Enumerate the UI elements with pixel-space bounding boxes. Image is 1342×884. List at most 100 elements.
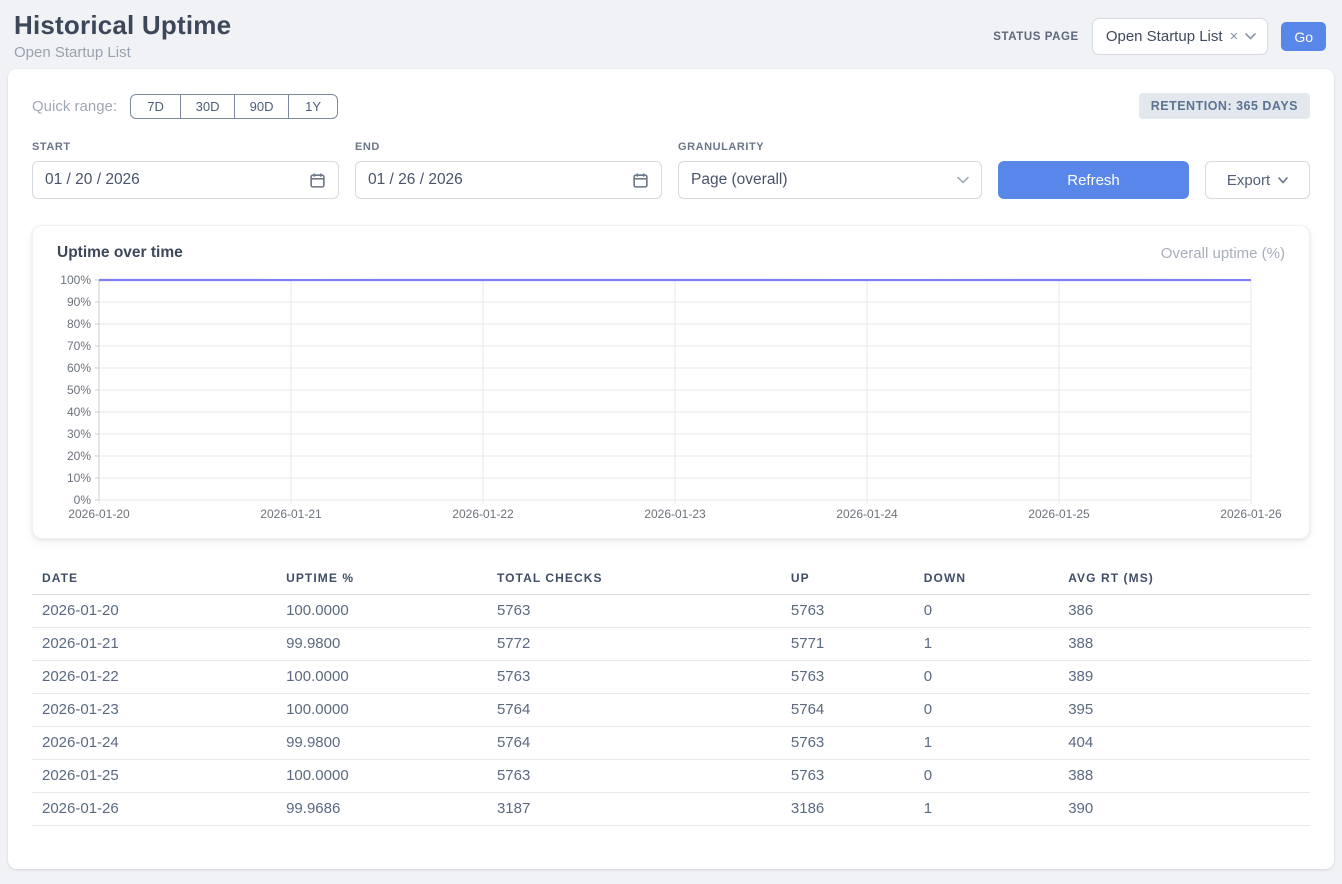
page-subtitle: Open Startup List [14, 44, 231, 61]
refresh-button[interactable]: Refresh [998, 161, 1189, 199]
table-cell: 100.0000 [276, 760, 487, 793]
table-cell: 100.0000 [276, 694, 487, 727]
chart-title: Uptime over time [57, 244, 183, 262]
table-header-row: DATEUPTIME %TOTAL CHECKSUPDOWNAVG RT (MS… [32, 563, 1310, 595]
table-cell: 5763 [781, 595, 914, 628]
table-cell: 0 [914, 661, 1058, 694]
column-header: TOTAL CHECKS [487, 563, 781, 595]
table-cell: 389 [1058, 661, 1310, 694]
quick-range-1y[interactable]: 1Y [288, 94, 338, 119]
column-header: UP [781, 563, 914, 595]
main-panel: Quick range: 7D30D90D1Y RETENTION: 365 D… [8, 69, 1334, 869]
calendar-icon[interactable] [309, 172, 326, 189]
column-header: DATE [32, 563, 276, 595]
uptime-table-head: DATEUPTIME %TOTAL CHECKSUPDOWNAVG RT (MS… [32, 563, 1310, 595]
start-date-label: START [32, 141, 339, 153]
quick-range-7d[interactable]: 7D [130, 94, 181, 119]
table-row: 2026-01-2499.9800576457631404 [32, 727, 1310, 760]
status-page-select[interactable]: Open Startup List × [1092, 18, 1269, 55]
granularity-field: GRANULARITY Page (overall) [678, 141, 982, 199]
svg-text:2026-01-24: 2026-01-24 [836, 507, 898, 521]
page-header: Historical Uptime Open Startup List STAT… [0, 0, 1342, 67]
table-cell: 1 [914, 793, 1058, 826]
status-page-label: STATUS PAGE [993, 31, 1079, 43]
svg-text:2026-01-22: 2026-01-22 [452, 507, 514, 521]
granularity-label: GRANULARITY [678, 141, 982, 153]
table-cell: 5763 [781, 760, 914, 793]
table-cell: 1 [914, 628, 1058, 661]
filters-row: START 01 / 20 / 2026 END 01 / 26 / 2026 … [32, 141, 1310, 199]
export-button-label: Export [1227, 172, 1270, 189]
uptime-chart-card: Uptime over time Overall uptime (%) 0%10… [32, 225, 1310, 539]
table-row: 2026-01-25100.0000576357630388 [32, 760, 1310, 793]
table-cell: 5764 [487, 727, 781, 760]
export-button[interactable]: Export [1205, 161, 1310, 199]
table-cell: 5764 [781, 694, 914, 727]
table-cell: 5763 [487, 661, 781, 694]
chart-area: 0%10%20%30%40%50%60%70%80%90%100%2026-01… [57, 274, 1285, 526]
table-cell: 2026-01-21 [32, 628, 276, 661]
table-cell: 388 [1058, 628, 1310, 661]
table-cell: 0 [914, 595, 1058, 628]
svg-text:80%: 80% [67, 317, 91, 331]
end-date-input[interactable]: 01 / 26 / 2026 [355, 161, 662, 199]
table-cell: 386 [1058, 595, 1310, 628]
table-cell: 5772 [487, 628, 781, 661]
svg-text:40%: 40% [67, 405, 91, 419]
table-cell: 388 [1058, 760, 1310, 793]
svg-text:2026-01-25: 2026-01-25 [1028, 507, 1090, 521]
chevron-down-icon [957, 176, 969, 184]
svg-text:10%: 10% [67, 471, 91, 485]
svg-text:2026-01-23: 2026-01-23 [644, 507, 706, 521]
svg-text:2026-01-26: 2026-01-26 [1220, 507, 1282, 521]
column-header: UPTIME % [276, 563, 487, 595]
table-row: 2026-01-2199.9800577257711388 [32, 628, 1310, 661]
uptime-line-chart: 0%10%20%30%40%50%60%70%80%90%100%2026-01… [57, 274, 1283, 526]
table-cell: 2026-01-24 [32, 727, 276, 760]
table-cell: 0 [914, 760, 1058, 793]
table-cell: 2026-01-22 [32, 661, 276, 694]
table-row: 2026-01-20100.0000576357630386 [32, 595, 1310, 628]
svg-text:70%: 70% [67, 339, 91, 353]
table-cell: 5763 [781, 661, 914, 694]
chart-legend-label: Overall uptime (%) [1161, 245, 1285, 262]
chevron-down-icon [1278, 177, 1288, 184]
quick-range-group: Quick range: 7D30D90D1Y [32, 94, 338, 119]
granularity-select[interactable]: Page (overall) [678, 161, 982, 199]
clear-selection-icon[interactable]: × [1230, 29, 1239, 44]
end-date-label: END [355, 141, 662, 153]
table-cell: 2026-01-23 [32, 694, 276, 727]
quick-range-90d[interactable]: 90D [234, 94, 289, 119]
table-cell: 5763 [487, 760, 781, 793]
start-date-input[interactable]: 01 / 20 / 2026 [32, 161, 339, 199]
table-cell: 395 [1058, 694, 1310, 727]
table-cell: 99.9686 [276, 793, 487, 826]
retention-badge: RETENTION: 365 DAYS [1139, 93, 1310, 119]
page-header-left: Historical Uptime Open Startup List [14, 10, 231, 61]
svg-text:100%: 100% [60, 273, 91, 287]
uptime-table-body: 2026-01-20100.00005763576303862026-01-21… [32, 595, 1310, 826]
start-date-value: 01 / 20 / 2026 [45, 171, 140, 189]
chevron-down-icon [1245, 33, 1256, 40]
granularity-select-value: Page (overall) [691, 171, 788, 189]
table-cell: 1 [914, 727, 1058, 760]
go-button[interactable]: Go [1281, 22, 1326, 51]
table-cell: 390 [1058, 793, 1310, 826]
svg-text:30%: 30% [67, 427, 91, 441]
column-header: DOWN [914, 563, 1058, 595]
table-cell: 5764 [487, 694, 781, 727]
quick-range-30d[interactable]: 30D [180, 94, 235, 119]
calendar-icon[interactable] [632, 172, 649, 189]
chart-header: Uptime over time Overall uptime (%) [57, 244, 1285, 262]
page-title: Historical Uptime [14, 10, 231, 41]
table-row: 2026-01-2699.9686318731861390 [32, 793, 1310, 826]
start-date-field: START 01 / 20 / 2026 [32, 141, 339, 199]
column-header: AVG RT (MS) [1058, 563, 1310, 595]
table-cell: 0 [914, 694, 1058, 727]
table-cell: 100.0000 [276, 661, 487, 694]
svg-text:2026-01-21: 2026-01-21 [260, 507, 322, 521]
table-row: 2026-01-23100.0000576457640395 [32, 694, 1310, 727]
table-row: 2026-01-22100.0000576357630389 [32, 661, 1310, 694]
table-cell: 2026-01-20 [32, 595, 276, 628]
quick-range-label: Quick range: [32, 98, 117, 115]
